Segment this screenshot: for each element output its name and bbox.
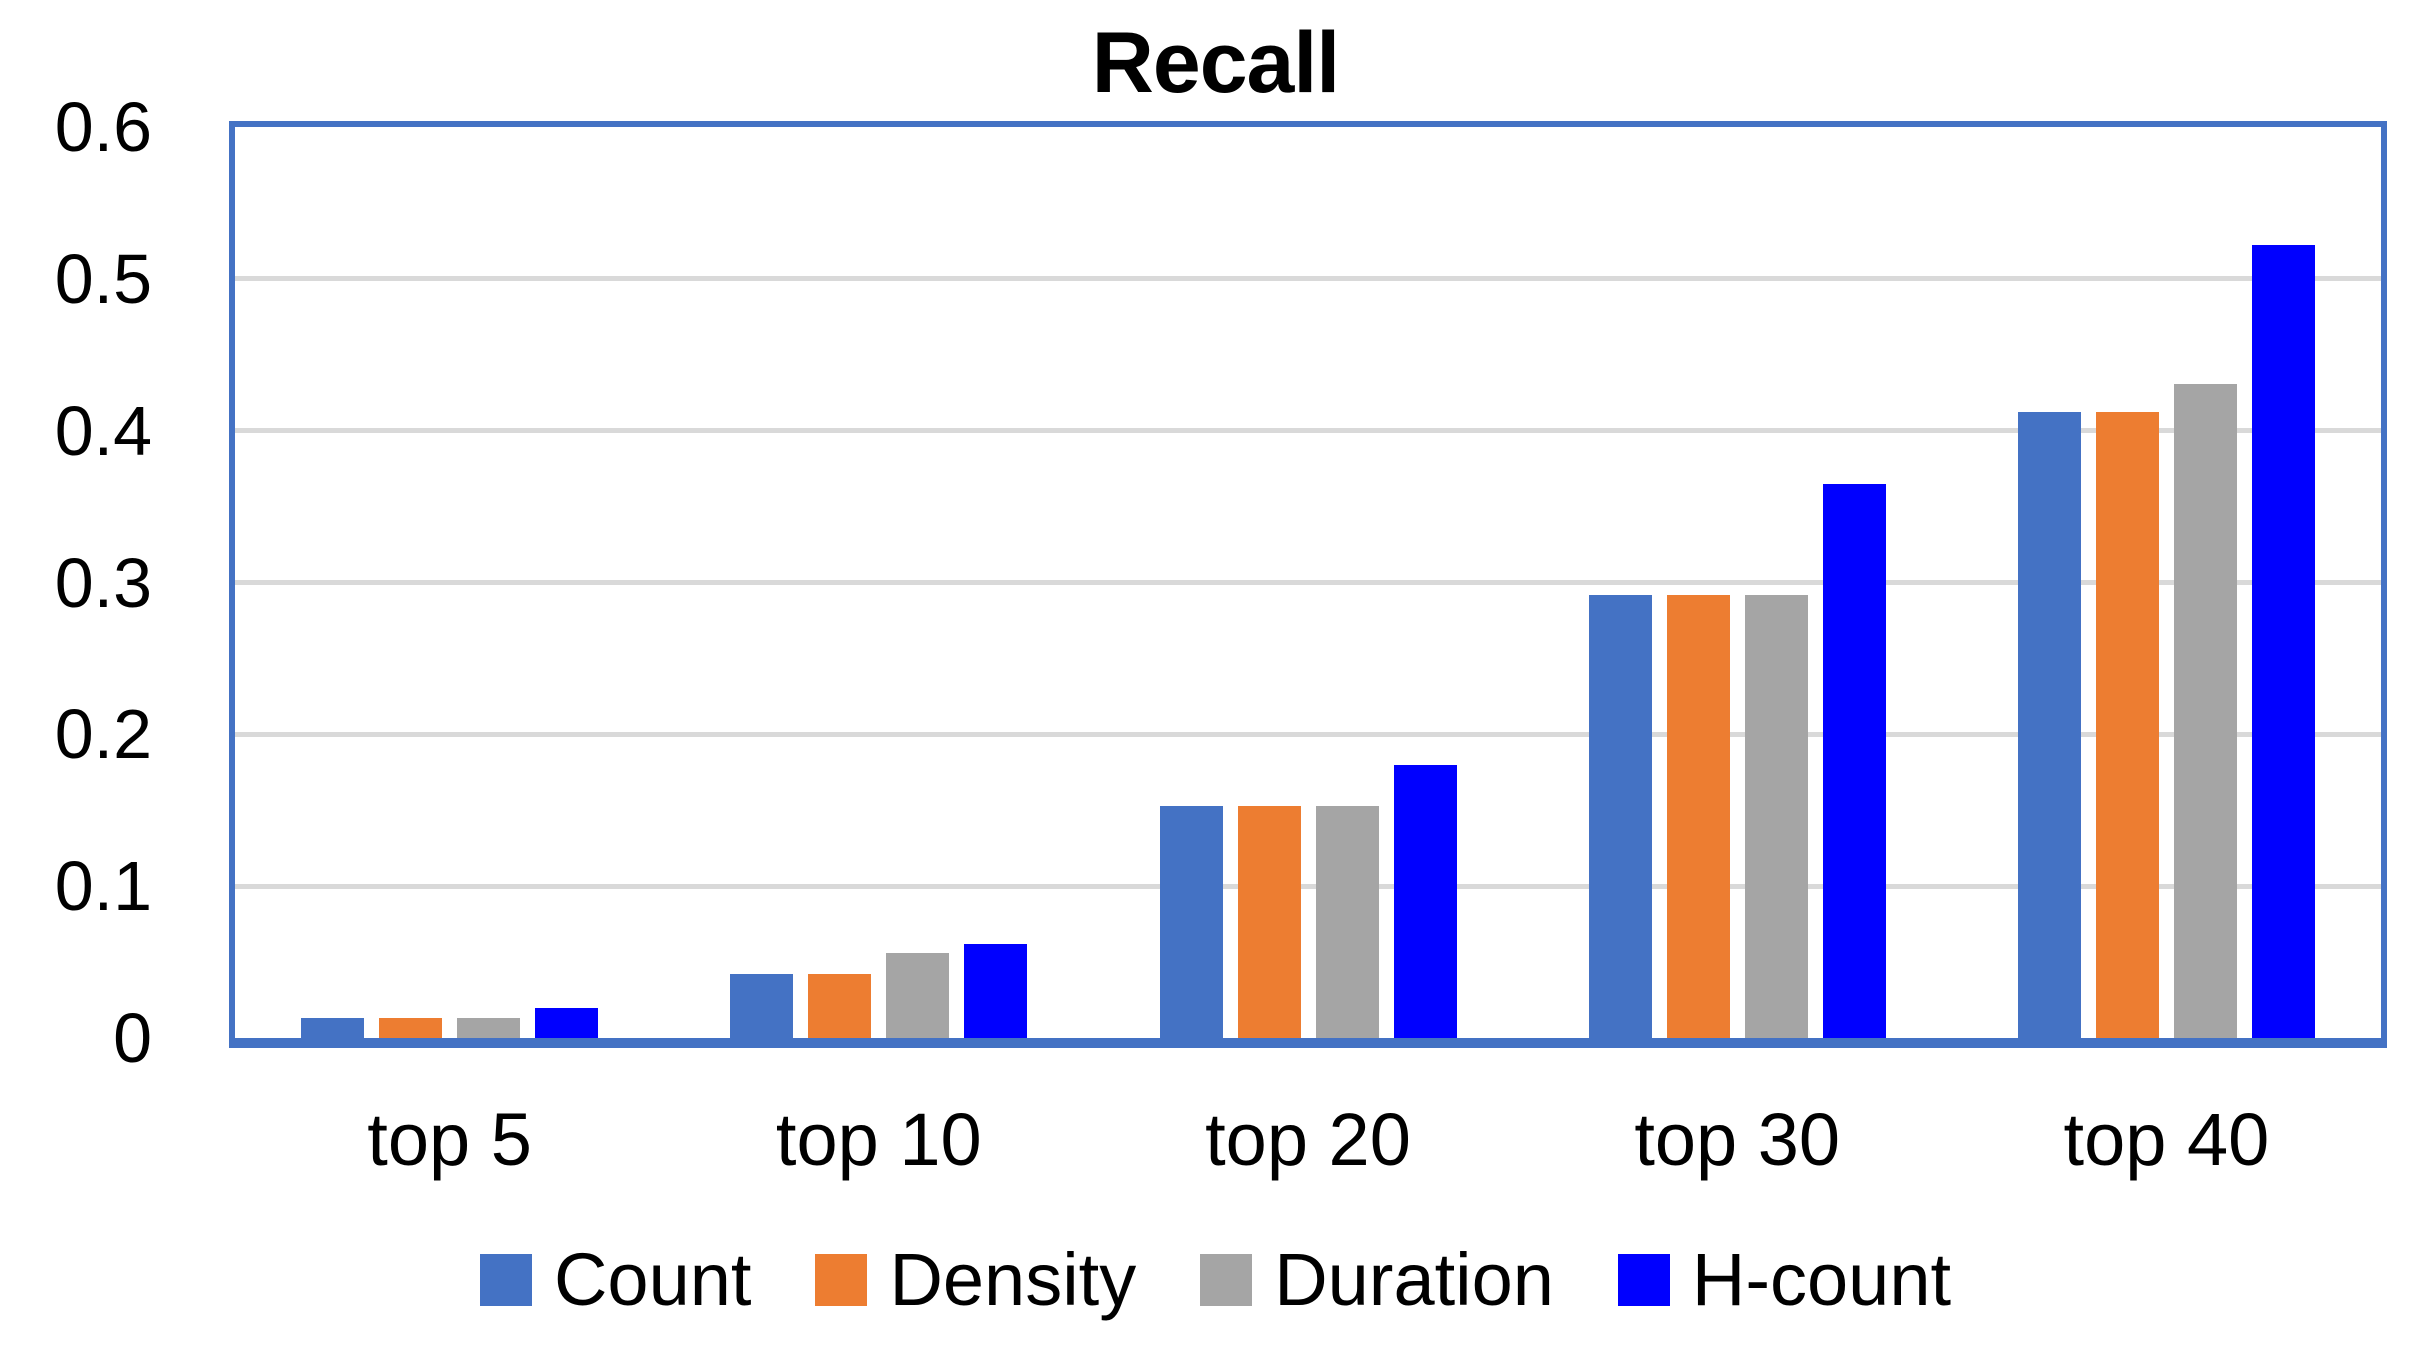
bar-count-top-20 <box>1159 805 1223 1038</box>
bar-group-top-30 <box>1523 127 1952 1038</box>
gridline-0.4 <box>235 428 2381 434</box>
legend-marker-duration <box>1200 1254 1253 1306</box>
legend: Count Density Duration H-count <box>0 1243 2431 1317</box>
gridline-0.1 <box>235 883 2381 889</box>
bar-h-count-top-30 <box>1822 483 1886 1038</box>
bar-duration-top-30 <box>1744 594 1808 1038</box>
x-tick-label-top-20: top 20 <box>1205 1098 1411 1181</box>
legend-marker-h-count <box>1617 1254 1670 1306</box>
bar-density-top-30 <box>1666 594 1730 1038</box>
bar-density-top-5 <box>379 1018 443 1038</box>
legend-item-h-count: H-count <box>1617 1238 1952 1321</box>
bar-density-top-20 <box>1237 805 1301 1038</box>
x-tick-label-top-5: top 5 <box>367 1098 532 1181</box>
bar-density-top-10 <box>808 974 872 1038</box>
y-tick-label-0.3: 0.3 <box>54 543 152 622</box>
legend-item-density: Density <box>815 1243 1136 1317</box>
x-tick-label-top-30: top 30 <box>1634 1098 1841 1181</box>
bar-duration-top-10 <box>886 952 950 1038</box>
legend-label-count: Count <box>553 1238 752 1321</box>
gridline-0.5 <box>235 276 2381 282</box>
legend-label-duration: Duration <box>1274 1238 1554 1321</box>
bar-count-top-10 <box>730 974 794 1038</box>
bar-groups <box>235 127 2381 1038</box>
y-tick-label-0.4: 0.4 <box>54 391 152 470</box>
y-tick-label-0.5: 0.5 <box>54 239 152 318</box>
legend-label-h-count: H-count <box>1691 1238 1952 1321</box>
x-tick-label-top-40: top 40 <box>2063 1098 2270 1181</box>
bar-duration-top-20 <box>1315 805 1379 1038</box>
bar-h-count-top-10 <box>964 943 1028 1038</box>
bar-group-top-20 <box>1093 127 1522 1038</box>
legend-marker-density <box>815 1254 868 1306</box>
y-tick-label-0.1: 0.1 <box>54 847 152 926</box>
bar-duration-top-5 <box>457 1018 521 1038</box>
legend-item-duration: Duration <box>1200 1243 1554 1317</box>
bar-density-top-40 <box>2095 412 2159 1038</box>
bar-group-top-5 <box>235 127 664 1038</box>
bar-count-top-40 <box>2017 412 2081 1038</box>
bar-duration-top-40 <box>2173 383 2237 1038</box>
gridline-0.3 <box>235 580 2381 585</box>
bar-h-count-top-40 <box>2251 245 2315 1038</box>
bar-count-top-30 <box>1588 594 1652 1038</box>
bar-count-top-5 <box>301 1018 365 1038</box>
legend-label-density: Density <box>889 1238 1137 1321</box>
chart-title: Recall <box>1091 15 1340 111</box>
plot-area <box>229 121 2387 1048</box>
gridline-0.2 <box>235 731 2381 737</box>
bar-h-count-top-5 <box>535 1007 599 1038</box>
legend-marker-count <box>479 1254 532 1306</box>
bar-group-top-40 <box>1952 127 2381 1038</box>
y-tick-label-0.2: 0.2 <box>54 695 152 774</box>
y-tick-label-0.6: 0.6 <box>54 88 152 166</box>
bar-h-count-top-20 <box>1393 764 1457 1038</box>
y-tick-label-0: 0 <box>113 999 152 1077</box>
x-tick-label-top-10: top 10 <box>775 1098 982 1181</box>
bar-group-top-10 <box>664 127 1093 1038</box>
legend-item-count: Count <box>479 1238 752 1321</box>
